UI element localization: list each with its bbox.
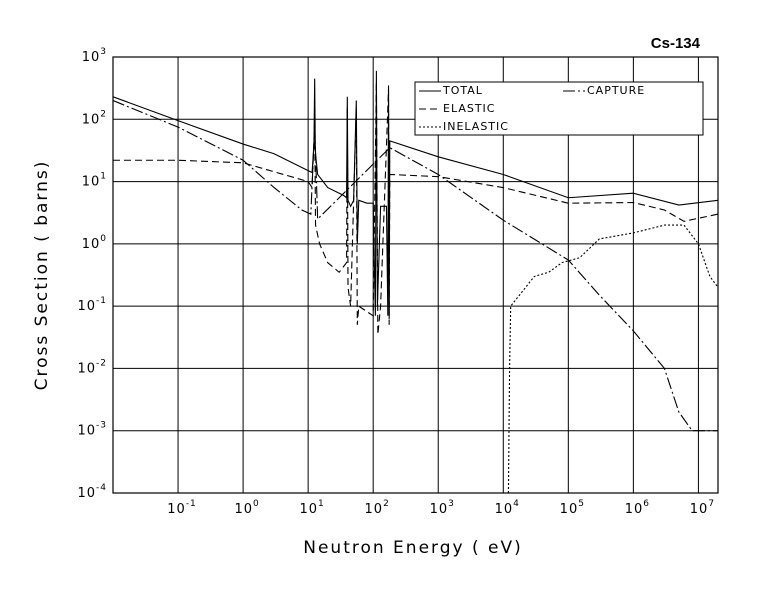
tick-base: 10 [82,236,101,251]
tick-label: 105 [560,499,585,517]
series-line [113,81,718,335]
tick-label: 106 [625,499,650,517]
legend: TOTAL ELASTIC INELASTIC CAPTURE [414,81,704,136]
plot-lines [113,70,718,493]
tick-exponent: 0 [100,233,107,243]
tick-label: 10-1 [77,296,107,314]
tick-label: 101 [299,499,324,517]
tick-base: 10 [690,502,709,517]
tick-base: 10 [77,423,96,438]
tick-label: 100 [234,499,259,517]
tick-exponent: 4 [513,499,520,509]
tick-base: 10 [495,502,514,517]
tick-base: 10 [77,299,96,314]
tick-exponent: -1 [96,296,107,306]
tick-label: 102 [365,499,390,517]
x-axis-label: Neutron Energy ( eV) [303,538,523,558]
tick-base: 10 [82,112,101,127]
legend-box [414,81,704,136]
tick-exponent: 7 [708,499,715,509]
tick-label: 102 [82,109,107,127]
tick-base: 10 [234,502,253,517]
tick-exponent: 1 [100,171,107,181]
tick-exponent: 5 [578,499,585,509]
tick-exponent: 0 [253,499,260,509]
tick-exponent: -3 [96,420,107,430]
legend-label: CAPTURE [587,84,645,97]
tick-base: 10 [560,502,579,517]
tick-base: 10 [365,502,384,517]
y-axis-label: Cross Section ( barns) [32,160,52,391]
tick-label: 10-4 [77,483,107,501]
tick-base: 10 [430,502,449,517]
tick-label: 107 [690,499,715,517]
tick-base: 10 [167,502,186,517]
tick-label: 101 [82,171,107,189]
series-line [507,224,718,493]
tick-label: 10-1 [167,499,197,517]
tick-exponent: 1 [318,499,325,509]
series-line [113,100,718,432]
tick-exponent: -4 [96,483,107,493]
tick-exponent: -2 [96,358,107,368]
tick-label: 100 [82,233,107,251]
tick-exponent: 3 [448,499,455,509]
tick-exponent: 6 [643,499,650,509]
tick-exponent: 2 [100,109,107,119]
tick-label: 104 [495,499,520,517]
tick-label: 10-3 [77,420,107,438]
tick-exponent: 2 [383,499,390,509]
tick-exponent: 3 [100,47,107,57]
tick-label: 10-2 [77,358,107,376]
tick-base: 10 [77,486,96,501]
tick-base: 10 [82,50,101,65]
tick-label: 103 [430,499,455,517]
tick-base: 10 [82,174,101,189]
tick-base: 10 [77,361,96,376]
legend-label: TOTAL [442,84,483,97]
grid [113,56,718,494]
tick-base: 10 [299,502,318,517]
legend-label: ELASTIC [443,102,495,115]
tick-label: 103 [82,47,107,65]
tick-exponent: -1 [186,499,197,509]
plot-frame [112,56,719,494]
legend-label: INELASTIC [443,120,509,133]
tick-base: 10 [625,502,644,517]
chart-title: Cs-134 [651,35,701,52]
